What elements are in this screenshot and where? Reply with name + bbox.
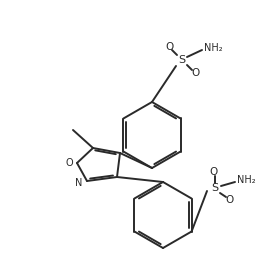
Text: O: O xyxy=(209,167,217,177)
Text: O: O xyxy=(226,195,234,205)
Text: NH₂: NH₂ xyxy=(237,175,256,185)
Text: S: S xyxy=(178,55,185,65)
Text: N: N xyxy=(75,178,83,188)
Text: O: O xyxy=(191,68,199,78)
Text: O: O xyxy=(65,158,73,168)
Text: NH₂: NH₂ xyxy=(204,43,223,53)
Text: S: S xyxy=(211,183,219,193)
Text: O: O xyxy=(165,42,173,52)
